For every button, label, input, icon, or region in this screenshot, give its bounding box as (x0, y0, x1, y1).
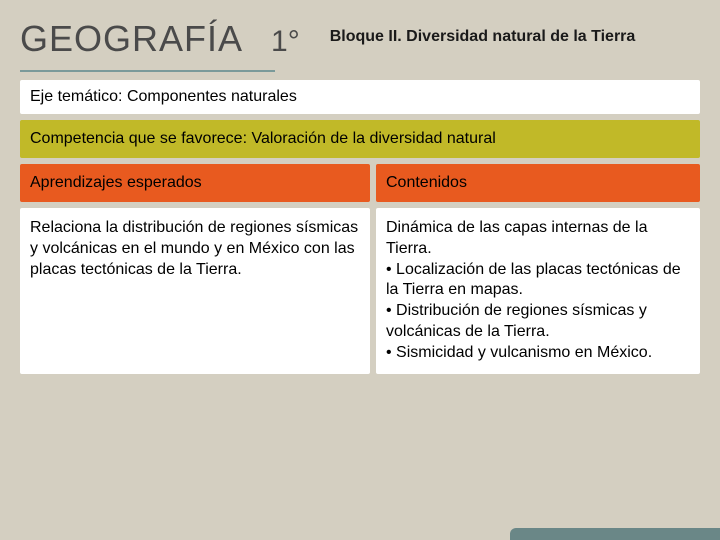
competencia-value: Valoración de la diversidad natural (251, 130, 495, 147)
contenidos-header: Contenidos (376, 164, 700, 202)
slide-header: GEOGRAFÍA 1° Bloque II. Diversidad natur… (0, 0, 720, 70)
eje-value: Componentes naturales (127, 88, 297, 105)
header-underline (20, 70, 275, 72)
bloque-title: Bloque II. Diversidad natural de la Tier… (330, 28, 636, 46)
column-headers-row: Aprendizajes esperados Contenidos (20, 164, 700, 202)
grade-level: 1° (271, 25, 300, 59)
content-row: Relaciona la distribución de regiones sí… (20, 208, 700, 374)
eje-tematico-row: Eje temático: Componentes naturales (20, 80, 700, 114)
competencia-label: Competencia que se favorece: (30, 130, 251, 147)
subject-title: GEOGRAFÍA (20, 18, 243, 60)
eje-label: Eje temático: (30, 88, 127, 105)
contenidos-content: Dinámica de las capas internas de la Tie… (376, 208, 700, 374)
competencia-row: Competencia que se favorece: Valoración … (20, 120, 700, 158)
aprendizajes-header: Aprendizajes esperados (20, 164, 370, 202)
aprendizajes-content: Relaciona la distribución de regiones sí… (20, 208, 370, 374)
bottom-accent-bar (510, 528, 720, 540)
